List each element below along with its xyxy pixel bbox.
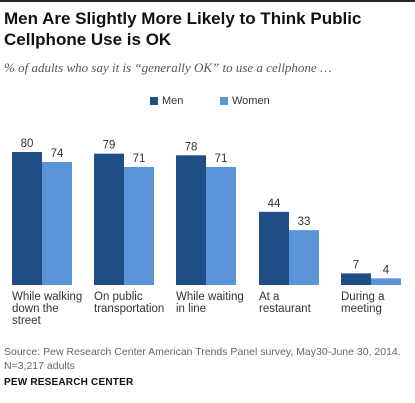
- legend-label-women: Women: [232, 95, 270, 107]
- bar-men-0: [12, 152, 42, 285]
- source-note: Source: Pew Research Center American Tre…: [4, 346, 401, 372]
- data-label-women-3: 33: [298, 216, 311, 228]
- legend-item-women: Women: [220, 95, 270, 107]
- legend-label-men: Men: [162, 95, 184, 107]
- category-label-line: While waiting: [176, 291, 244, 303]
- category-label-line: On public: [94, 291, 143, 303]
- data-label-men-2: 78: [185, 141, 198, 153]
- category-label-line: down the: [12, 303, 59, 315]
- category-label-line: meeting: [341, 303, 382, 315]
- category-label-4: During a meeting: [341, 291, 385, 315]
- category-label-line: street: [12, 315, 42, 327]
- data-label-women-0: 74: [51, 148, 64, 160]
- legend-item-men: Men: [150, 95, 183, 107]
- bar-women-3: [289, 230, 319, 285]
- data-label-men-3: 44: [268, 198, 281, 210]
- top-rule: [0, 0, 415, 2]
- category-label-1: On public transportation: [94, 291, 164, 315]
- bar-women-1: [124, 166, 154, 285]
- category-label-line: While walking: [12, 291, 82, 303]
- category-label-line: restaurant: [259, 303, 312, 315]
- category-label-3: At a restaurant: [259, 291, 312, 315]
- bar-women-2: [206, 166, 236, 285]
- data-label-men-4: 7: [353, 259, 359, 271]
- bar-women-4: [371, 278, 401, 285]
- category-label-2: While waiting in line: [176, 291, 244, 315]
- data-label-men-1: 79: [103, 140, 116, 152]
- chart-title: Men Are Slightly More Likely to Think Pu…: [4, 9, 362, 49]
- category-label-line: At a: [259, 291, 280, 303]
- data-label-men-0: 80: [21, 138, 34, 150]
- data-label-women-1: 71: [133, 153, 146, 165]
- bar-men-1: [94, 153, 124, 285]
- bar-women-0: [42, 161, 72, 285]
- data-label-women-2: 71: [215, 153, 228, 165]
- category-label-0: While walking down the street: [12, 291, 82, 327]
- category-label-line: During a: [341, 291, 385, 303]
- bar-men-4: [341, 273, 371, 285]
- category-label-line: in line: [176, 303, 206, 315]
- chart-subtitle: % of adults who say it is “generally OK”…: [4, 60, 332, 75]
- bar-men-2: [176, 155, 206, 285]
- data-label-women-4: 4: [383, 264, 390, 276]
- brand-label: PEW RESEARCH CENTER: [4, 377, 134, 388]
- category-label-line: transportation: [94, 303, 164, 315]
- bar-men-3: [259, 211, 289, 285]
- legend-swatch-women: [220, 97, 228, 106]
- legend-swatch-men: [150, 97, 158, 106]
